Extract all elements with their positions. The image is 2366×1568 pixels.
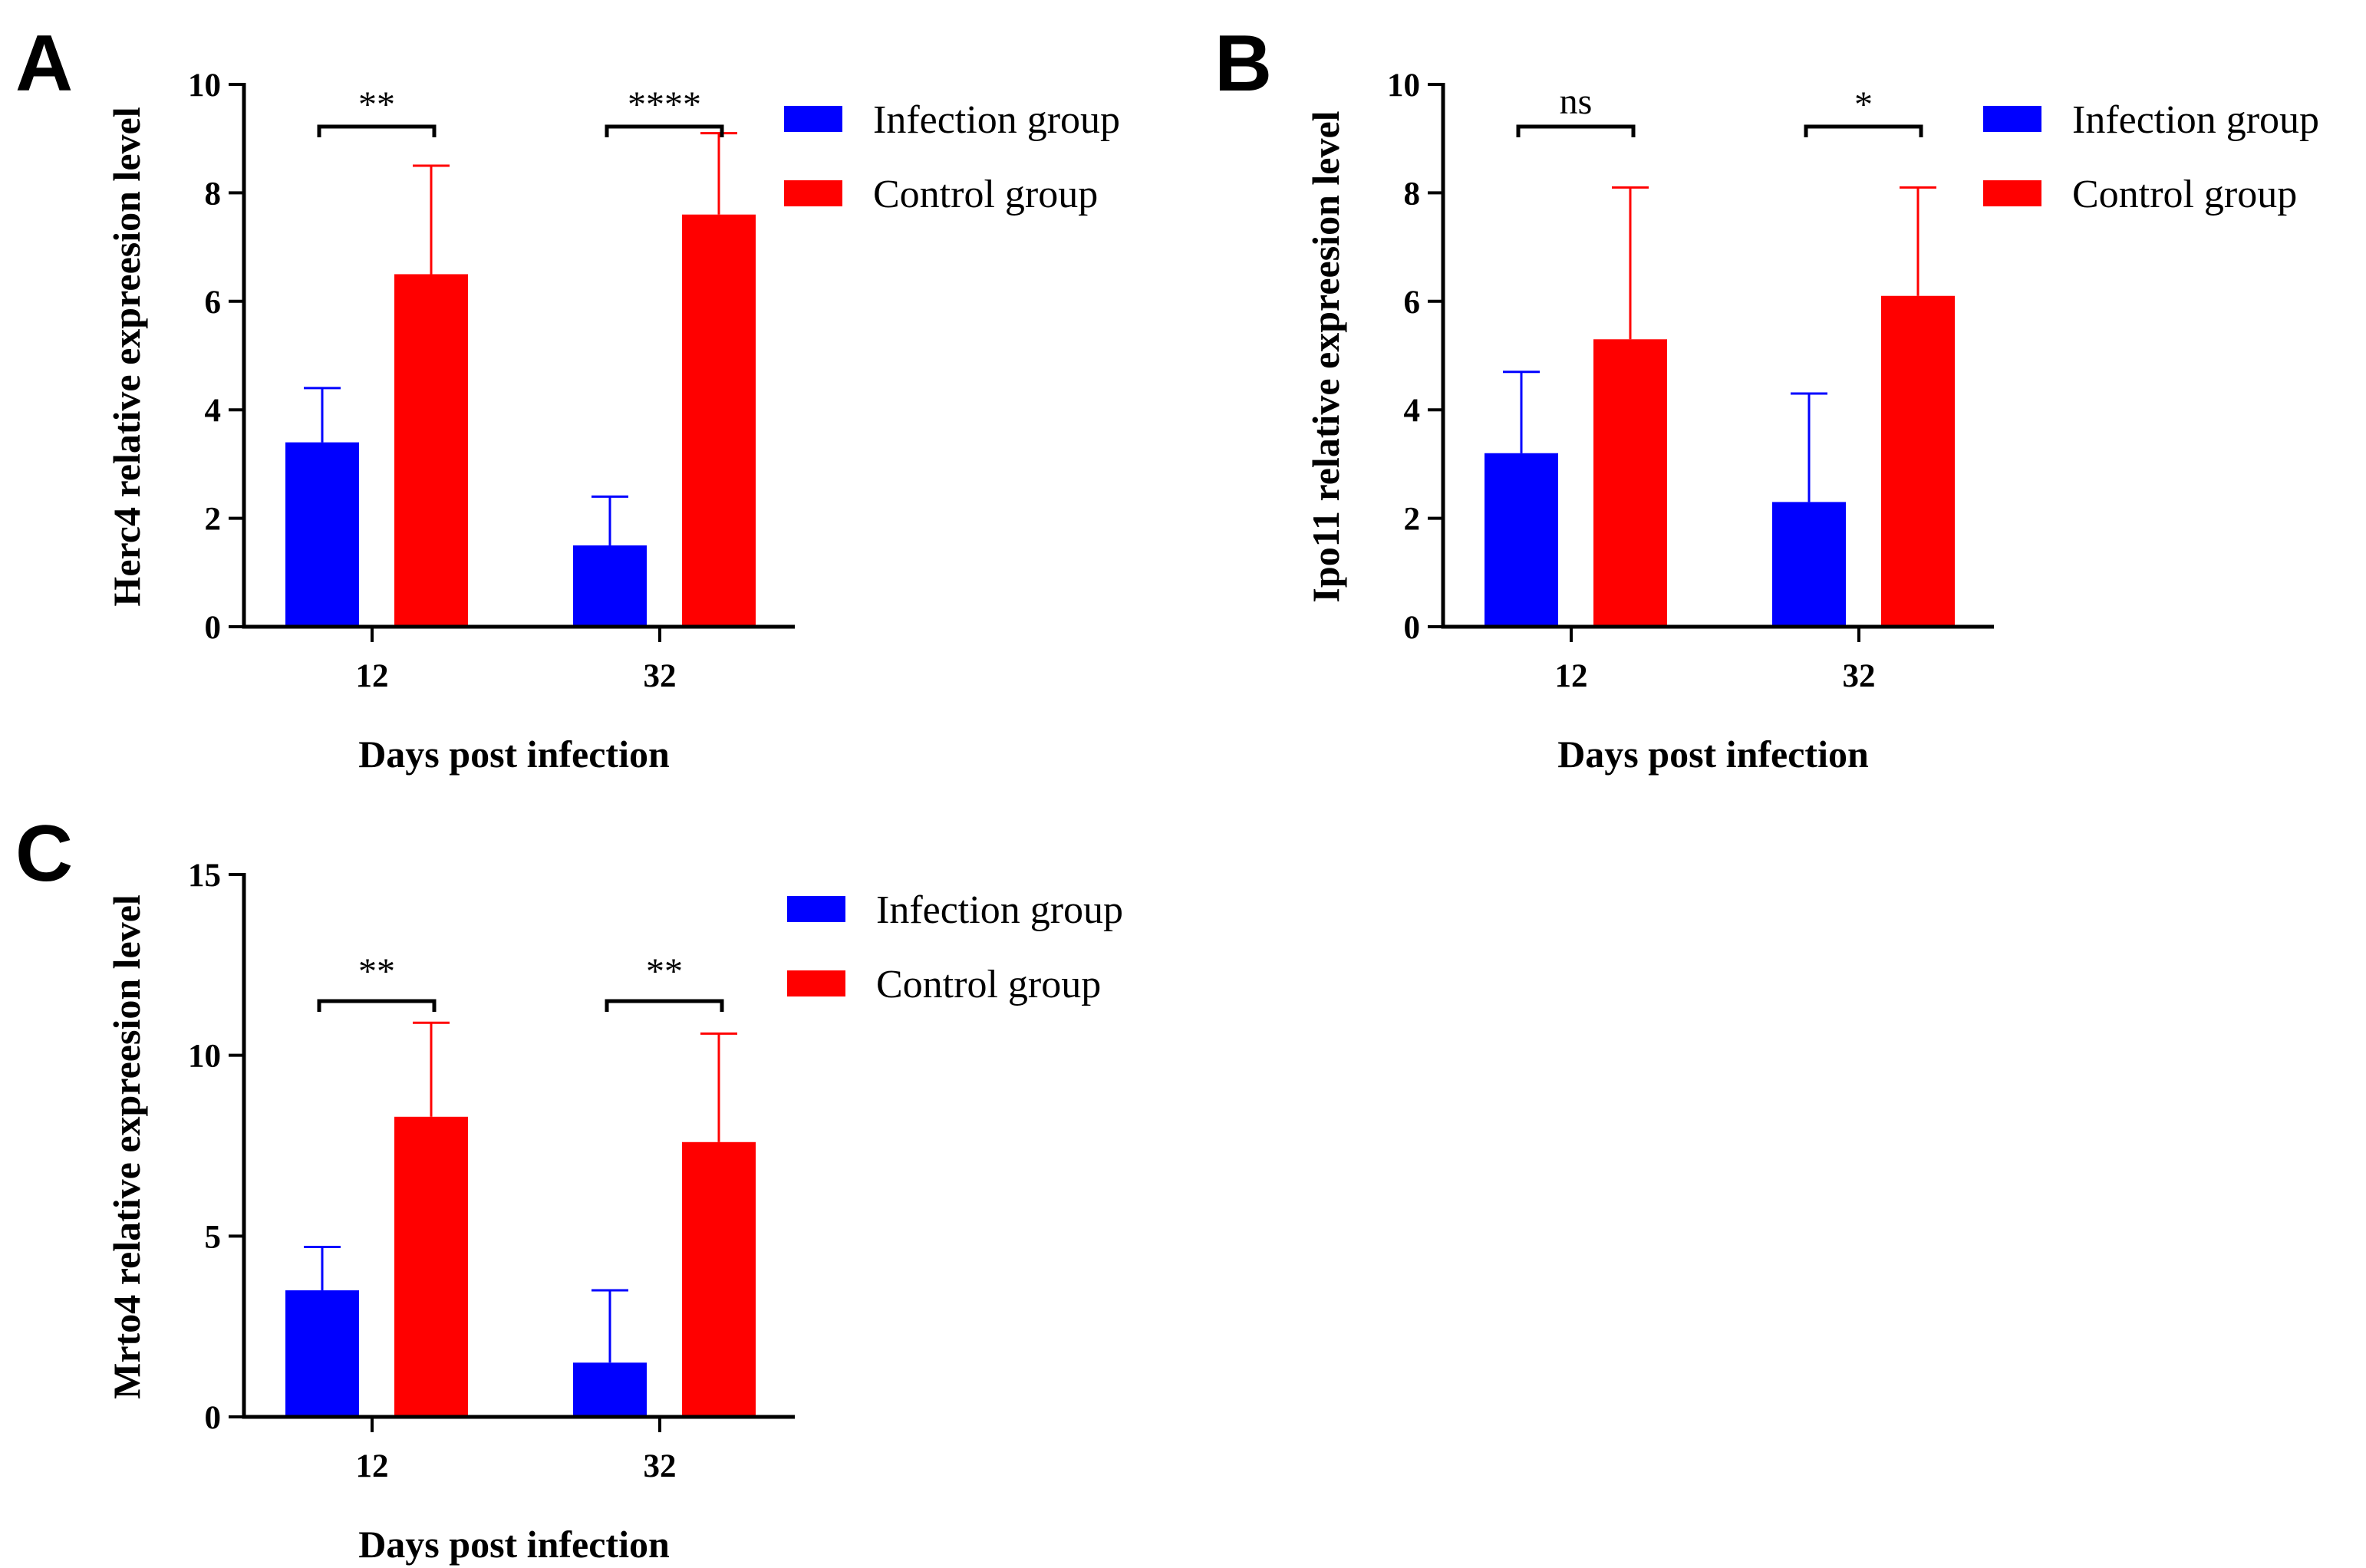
significance-bracket	[1516, 124, 1636, 137]
legend-swatch-control	[784, 180, 842, 206]
bar-infection	[285, 442, 359, 627]
y-tick-label: 0	[1404, 610, 1421, 646]
panel-c: C Mrto4 relative expreesion level Days p…	[15, 809, 1123, 1566]
y-tick-label: 2	[205, 502, 222, 538]
y-tick-label: 10	[188, 68, 221, 104]
x-axis-title: Days post infection	[358, 1523, 670, 1566]
bar-infection	[573, 545, 647, 627]
x-tick-label: 32	[644, 658, 677, 694]
y-tick-label: 6	[1404, 285, 1421, 321]
legend-label-control: Control group	[873, 173, 1098, 216]
y-tick-label: 0	[205, 610, 222, 646]
bar-infection	[1772, 502, 1846, 627]
panel-letter: B	[1214, 19, 1272, 108]
y-tick-label: 4	[1404, 393, 1421, 429]
legend: Infection group Control group	[787, 888, 1123, 1006]
bar-control	[682, 1141, 756, 1417]
plot-area: 0 2 4 6 8 10	[1387, 68, 1994, 646]
significance-label: **	[358, 84, 395, 125]
bar-infection	[573, 1362, 647, 1417]
y-axis-title: Ipo11 relative expreesion level	[1304, 110, 1347, 602]
panel-letter: C	[15, 809, 73, 898]
x-tick-label: 12	[356, 658, 389, 694]
significance-label: ****	[628, 84, 701, 125]
legend-label-infection: Infection group	[2072, 98, 2319, 142]
significance-label: ns	[1560, 81, 1593, 122]
significance-bracket	[317, 999, 437, 1012]
y-tick-label: 15	[188, 858, 221, 894]
panel-letter: A	[15, 19, 73, 108]
legend-label-infection: Infection group	[873, 98, 1120, 142]
bar-control	[1881, 295, 1955, 627]
x-axis-title: Days post infection	[1557, 733, 1869, 776]
legend-label-infection: Infection group	[876, 888, 1123, 932]
plot-area: 0 2 4 6 8 10	[188, 68, 795, 646]
significance-label: **	[358, 951, 395, 992]
y-tick-label: 8	[1404, 176, 1421, 212]
y-axis-title: Herc4 relative expreesion level	[105, 107, 148, 606]
bar-infection	[285, 1290, 359, 1417]
legend-swatch-control	[787, 970, 845, 996]
y-tick-label: 5	[205, 1219, 222, 1255]
legend-swatch-infection	[1983, 106, 2041, 132]
x-tick-label: 12	[1555, 658, 1588, 694]
legend-label-control: Control group	[876, 963, 1101, 1006]
panel-b: B Ipo11 relative expreesion level Days p…	[1214, 19, 2319, 776]
bar-control	[1593, 339, 1667, 627]
significance-bracket	[1804, 124, 1923, 137]
panel-a: A Herc4 relative expreesion level Days p…	[15, 19, 1120, 776]
y-tick-label: 6	[205, 285, 222, 321]
x-tick-label: 32	[644, 1448, 677, 1484]
y-tick-label: 2	[1404, 502, 1421, 538]
legend: Infection group Control group	[784, 98, 1120, 216]
legend-swatch-control	[1983, 180, 2041, 206]
y-tick-label: 10	[188, 1039, 221, 1075]
bar-infection	[1485, 453, 1558, 627]
bar-control	[682, 214, 756, 627]
y-tick-label: 8	[205, 176, 222, 212]
bar-control	[394, 274, 468, 627]
plot-area: 0 5 10 15	[188, 858, 795, 1436]
y-tick-label: 4	[205, 393, 222, 429]
bar-control	[394, 1116, 468, 1417]
significance-bracket	[605, 124, 724, 137]
legend-swatch-infection	[784, 106, 842, 132]
y-tick-label: 10	[1387, 68, 1420, 104]
x-tick-label: 32	[1843, 658, 1876, 694]
legend-swatch-infection	[787, 896, 845, 922]
y-axis-title: Mrto4 relative expreesion level	[105, 894, 148, 1399]
x-axis-title: Days post infection	[358, 733, 670, 776]
y-tick-label: 0	[205, 1400, 222, 1436]
significance-label: *	[1854, 84, 1873, 125]
legend: Infection group Control group	[1983, 98, 2319, 216]
significance-bracket	[605, 999, 724, 1012]
significance-bracket	[317, 124, 437, 137]
legend-label-control: Control group	[2072, 173, 2297, 216]
x-tick-label: 12	[356, 1448, 389, 1484]
significance-label: **	[646, 951, 683, 992]
